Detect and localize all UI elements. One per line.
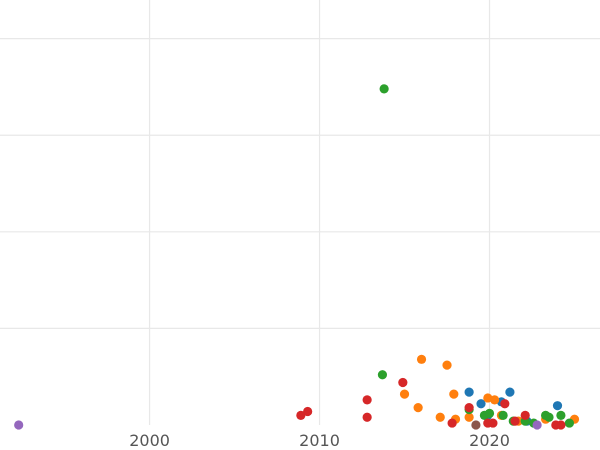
data-point[interactable] — [556, 410, 566, 420]
data-point[interactable] — [442, 360, 452, 370]
series-5 — [471, 420, 481, 430]
data-point[interactable] — [416, 354, 427, 364]
data-point[interactable] — [552, 401, 563, 411]
data-point[interactable] — [532, 420, 542, 430]
series-4 — [14, 420, 542, 430]
point-layer — [14, 84, 580, 430]
data-point[interactable] — [379, 84, 389, 94]
series-3 — [296, 377, 566, 430]
data-point[interactable] — [362, 395, 372, 405]
data-point[interactable] — [471, 420, 481, 430]
data-point[interactable] — [464, 387, 474, 397]
x-tick-label: 2000 — [129, 431, 170, 450]
data-point[interactable] — [488, 418, 498, 428]
data-point[interactable] — [296, 410, 306, 420]
grid-layer — [0, 0, 600, 425]
data-point[interactable] — [435, 412, 445, 422]
data-point[interactable] — [544, 412, 554, 422]
data-point[interactable] — [520, 410, 530, 420]
data-point[interactable] — [505, 387, 515, 397]
data-point[interactable] — [564, 418, 575, 428]
x-axis-ticks: 2000 2010 2020 — [129, 431, 510, 450]
x-tick-label: 2010 — [299, 431, 340, 450]
data-point[interactable] — [500, 399, 510, 409]
data-point[interactable] — [476, 399, 486, 409]
data-point[interactable] — [398, 377, 408, 388]
data-point[interactable] — [498, 410, 508, 420]
data-point[interactable] — [556, 420, 566, 430]
data-point[interactable] — [14, 420, 24, 430]
data-point[interactable] — [303, 406, 313, 417]
data-point[interactable] — [377, 370, 388, 380]
data-point[interactable] — [413, 403, 423, 413]
x-tick-label: 2020 — [469, 431, 510, 450]
data-point[interactable] — [449, 389, 459, 399]
data-point[interactable] — [484, 408, 495, 419]
data-point[interactable] — [447, 418, 457, 428]
data-point[interactable] — [510, 416, 520, 426]
data-point[interactable] — [464, 412, 474, 422]
data-point[interactable] — [362, 412, 372, 422]
data-point[interactable] — [464, 403, 474, 413]
data-point[interactable] — [399, 389, 410, 399]
data-point[interactable] — [490, 395, 500, 405]
